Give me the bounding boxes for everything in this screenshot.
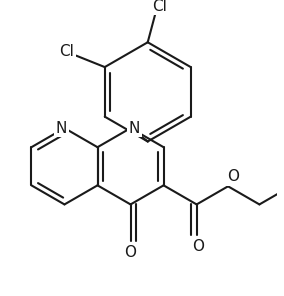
- Text: Cl: Cl: [59, 44, 74, 59]
- Text: O: O: [227, 169, 239, 184]
- Text: O: O: [193, 239, 204, 254]
- Text: N: N: [56, 121, 67, 136]
- Text: Cl: Cl: [152, 0, 167, 14]
- Text: O: O: [125, 244, 137, 260]
- Text: N: N: [129, 121, 140, 136]
